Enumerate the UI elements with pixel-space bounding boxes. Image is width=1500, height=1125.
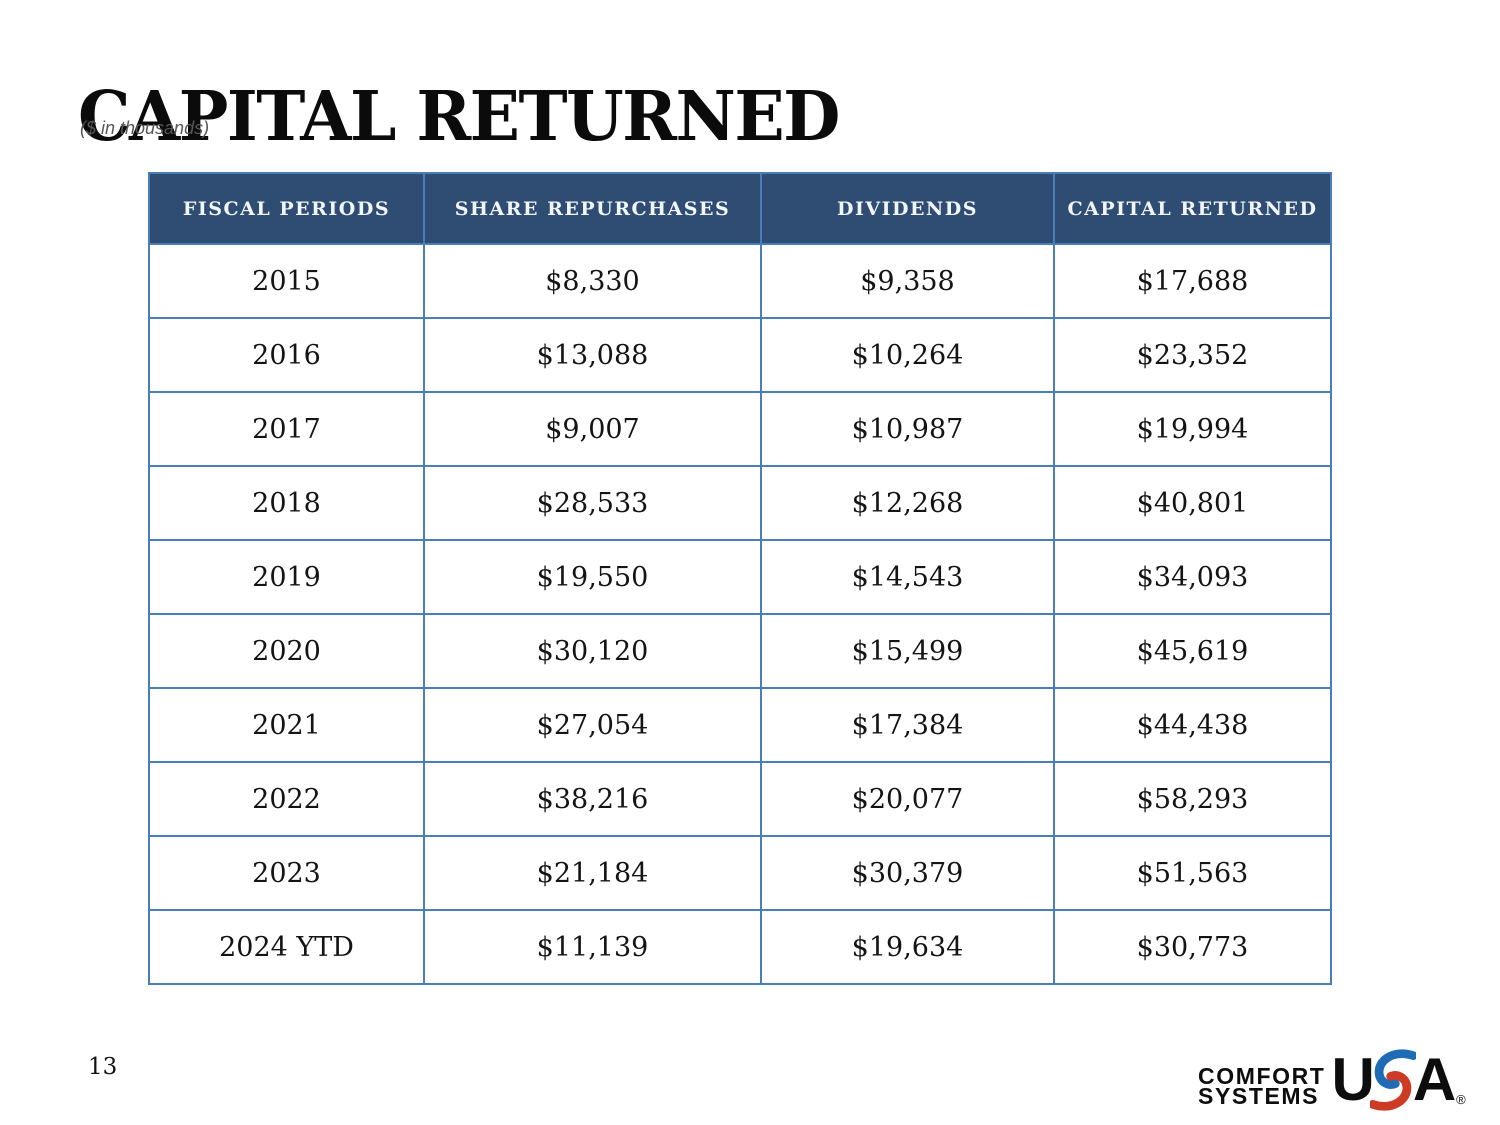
table-row: 2017 $9,007 $10,987 $19,994: [148, 391, 1332, 467]
registered-trademark-symbol: ®: [1456, 1092, 1466, 1107]
cell-share-repurchases: $30,120: [423, 613, 762, 689]
cell-capital-returned: $58,293: [1053, 761, 1332, 837]
header-share-repurchases: SHARE REPURCHASES: [423, 172, 762, 245]
usa-swoosh-s-icon: [1369, 1049, 1416, 1111]
page-title: CAPITAL RETURNED: [78, 75, 840, 158]
cell-capital-returned: $19,994: [1053, 391, 1332, 467]
cell-capital-returned: $30,773: [1053, 909, 1332, 985]
cell-dividends: $17,384: [760, 687, 1055, 763]
cell-period: 2018: [148, 465, 425, 541]
cell-share-repurchases: $38,216: [423, 761, 762, 837]
cell-dividends: $9,358: [760, 243, 1055, 319]
cell-capital-returned: $51,563: [1053, 835, 1332, 911]
cell-dividends: $10,264: [760, 317, 1055, 393]
cell-capital-returned: $40,801: [1053, 465, 1332, 541]
cell-period: 2017: [148, 391, 425, 467]
table-header-row: FISCAL PERIODS SHARE REPURCHASES DIVIDEN…: [148, 172, 1332, 245]
logo-wordmark: COMFORT SYSTEMS: [1198, 1053, 1326, 1109]
cell-period: 2022: [148, 761, 425, 837]
header-capital-returned: CAPITAL RETURNED: [1053, 172, 1332, 245]
cell-share-repurchases: $19,550: [423, 539, 762, 615]
table-row: 2024 YTD $11,139 $19,634 $30,773: [148, 909, 1332, 985]
table-row: 2019 $19,550 $14,543 $34,093: [148, 539, 1332, 615]
cell-share-repurchases: $28,533: [423, 465, 762, 541]
cell-dividends: $14,543: [760, 539, 1055, 615]
cell-period: 2015: [148, 243, 425, 319]
cell-period: 2021: [148, 687, 425, 763]
table-row: 2018 $28,533 $12,268 $40,801: [148, 465, 1332, 541]
cell-share-repurchases: $9,007: [423, 391, 762, 467]
cell-dividends: $30,379: [760, 835, 1055, 911]
logo-usa: U A ®: [1331, 1046, 1466, 1113]
cell-dividends: $12,268: [760, 465, 1055, 541]
header-fiscal-periods: FISCAL PERIODS: [148, 172, 425, 245]
table-row: 2022 $38,216 $20,077 $58,293: [148, 761, 1332, 837]
page-number: 13: [88, 1054, 118, 1080]
logo-word-comfort: COMFORT: [1198, 1063, 1326, 1090]
header-dividends: DIVIDENDS: [760, 172, 1055, 245]
table-row: 2020 $30,120 $15,499 $45,619: [148, 613, 1332, 689]
cell-share-repurchases: $13,088: [423, 317, 762, 393]
units-note: ($ in thousands): [80, 118, 210, 138]
cell-dividends: $10,987: [760, 391, 1055, 467]
table-row: 2023 $21,184 $30,379 $51,563: [148, 835, 1332, 911]
cell-capital-returned: $17,688: [1053, 243, 1332, 319]
cell-dividends: $20,077: [760, 761, 1055, 837]
cell-share-repurchases: $27,054: [423, 687, 762, 763]
cell-capital-returned: $23,352: [1053, 317, 1332, 393]
cell-period: 2016: [148, 317, 425, 393]
table-row: 2015 $8,330 $9,358 $17,688: [148, 243, 1332, 319]
table-row: 2016 $13,088 $10,264 $23,352: [148, 317, 1332, 393]
cell-period: 2023: [148, 835, 425, 911]
cell-share-repurchases: $8,330: [423, 243, 762, 319]
logo-word-systems: SYSTEMS: [1198, 1083, 1320, 1109]
logo-letter-a: A: [1412, 1046, 1456, 1113]
table-row: 2021 $27,054 $17,384 $44,438: [148, 687, 1332, 763]
cell-capital-returned: $34,093: [1053, 539, 1332, 615]
cell-period: 2024 YTD: [148, 909, 425, 985]
cell-dividends: $15,499: [760, 613, 1055, 689]
cell-dividends: $19,634: [760, 909, 1055, 985]
cell-capital-returned: $45,619: [1053, 613, 1332, 689]
cell-share-repurchases: $11,139: [423, 909, 762, 985]
cell-capital-returned: $44,438: [1053, 687, 1332, 763]
comfort-systems-usa-logo: COMFORT SYSTEMS U A ®: [1198, 1048, 1466, 1112]
cell-period: 2019: [148, 539, 425, 615]
logo-letter-u: U: [1331, 1046, 1374, 1113]
cell-period: 2020: [148, 613, 425, 689]
capital-returned-table: FISCAL PERIODS SHARE REPURCHASES DIVIDEN…: [148, 172, 1332, 985]
cell-share-repurchases: $21,184: [423, 835, 762, 911]
